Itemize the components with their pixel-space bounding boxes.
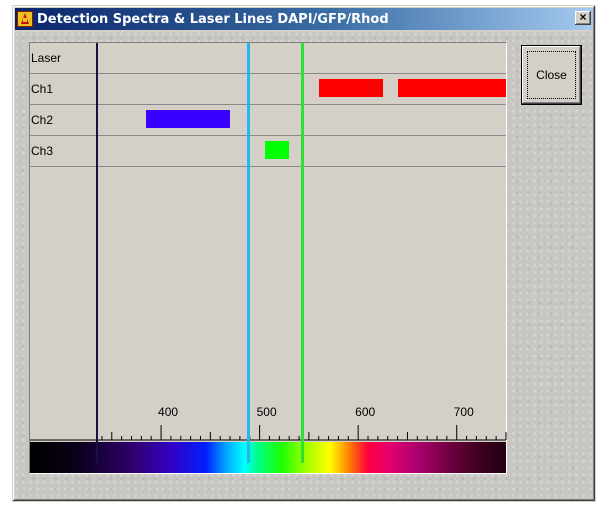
detection-band-ch1-1 bbox=[397, 79, 506, 97]
row-ch1: Ch1 bbox=[30, 74, 506, 105]
window-title: Detection Spectra & Laser Lines DAPI/GFP… bbox=[37, 11, 389, 27]
dialog-client-area: Laser Ch1 Ch2 Ch3 400 500 600 700 Close bbox=[15, 32, 593, 499]
spectrum-gradient bbox=[30, 442, 506, 473]
row-label-laser: Laser bbox=[31, 51, 62, 65]
laser-line-488 bbox=[246, 43, 250, 463]
title-bar[interactable]: Detection Spectra & Laser Lines DAPI/GFP… bbox=[15, 8, 593, 30]
spectrum-axis-line bbox=[96, 43, 98, 463]
detection-band-ch1-0 bbox=[318, 79, 383, 97]
row-laser: Laser bbox=[30, 43, 506, 74]
close-button[interactable]: Close bbox=[521, 45, 582, 105]
detection-band-ch3-3 bbox=[264, 141, 290, 159]
close-button-label: Close bbox=[536, 68, 567, 82]
detection-band-ch2-2 bbox=[146, 110, 231, 128]
focus-rect bbox=[527, 51, 576, 99]
app-icon bbox=[17, 11, 33, 27]
wavelength-ruler: 400 500 600 700 bbox=[30, 405, 508, 441]
row-label-ch2: Ch2 bbox=[31, 113, 54, 127]
dialog-window: Detection Spectra & Laser Lines DAPI/GFP… bbox=[12, 5, 596, 502]
row-label-ch1: Ch1 bbox=[31, 82, 54, 96]
tick-label-500: 500 bbox=[256, 405, 277, 419]
row-ch2: Ch2 bbox=[30, 105, 506, 136]
spectra-plot: Laser Ch1 Ch2 Ch3 400 500 600 700 bbox=[29, 42, 507, 474]
tick-label-400: 400 bbox=[158, 405, 179, 419]
ruler-ticks bbox=[30, 425, 507, 441]
title-close-icon[interactable]: × bbox=[575, 11, 591, 25]
row-ch3: Ch3 bbox=[30, 136, 506, 167]
row-label-ch3: Ch3 bbox=[31, 144, 54, 158]
tick-label-600: 600 bbox=[355, 405, 376, 419]
tick-label-700: 700 bbox=[453, 405, 474, 419]
laser-line-543 bbox=[300, 43, 304, 463]
